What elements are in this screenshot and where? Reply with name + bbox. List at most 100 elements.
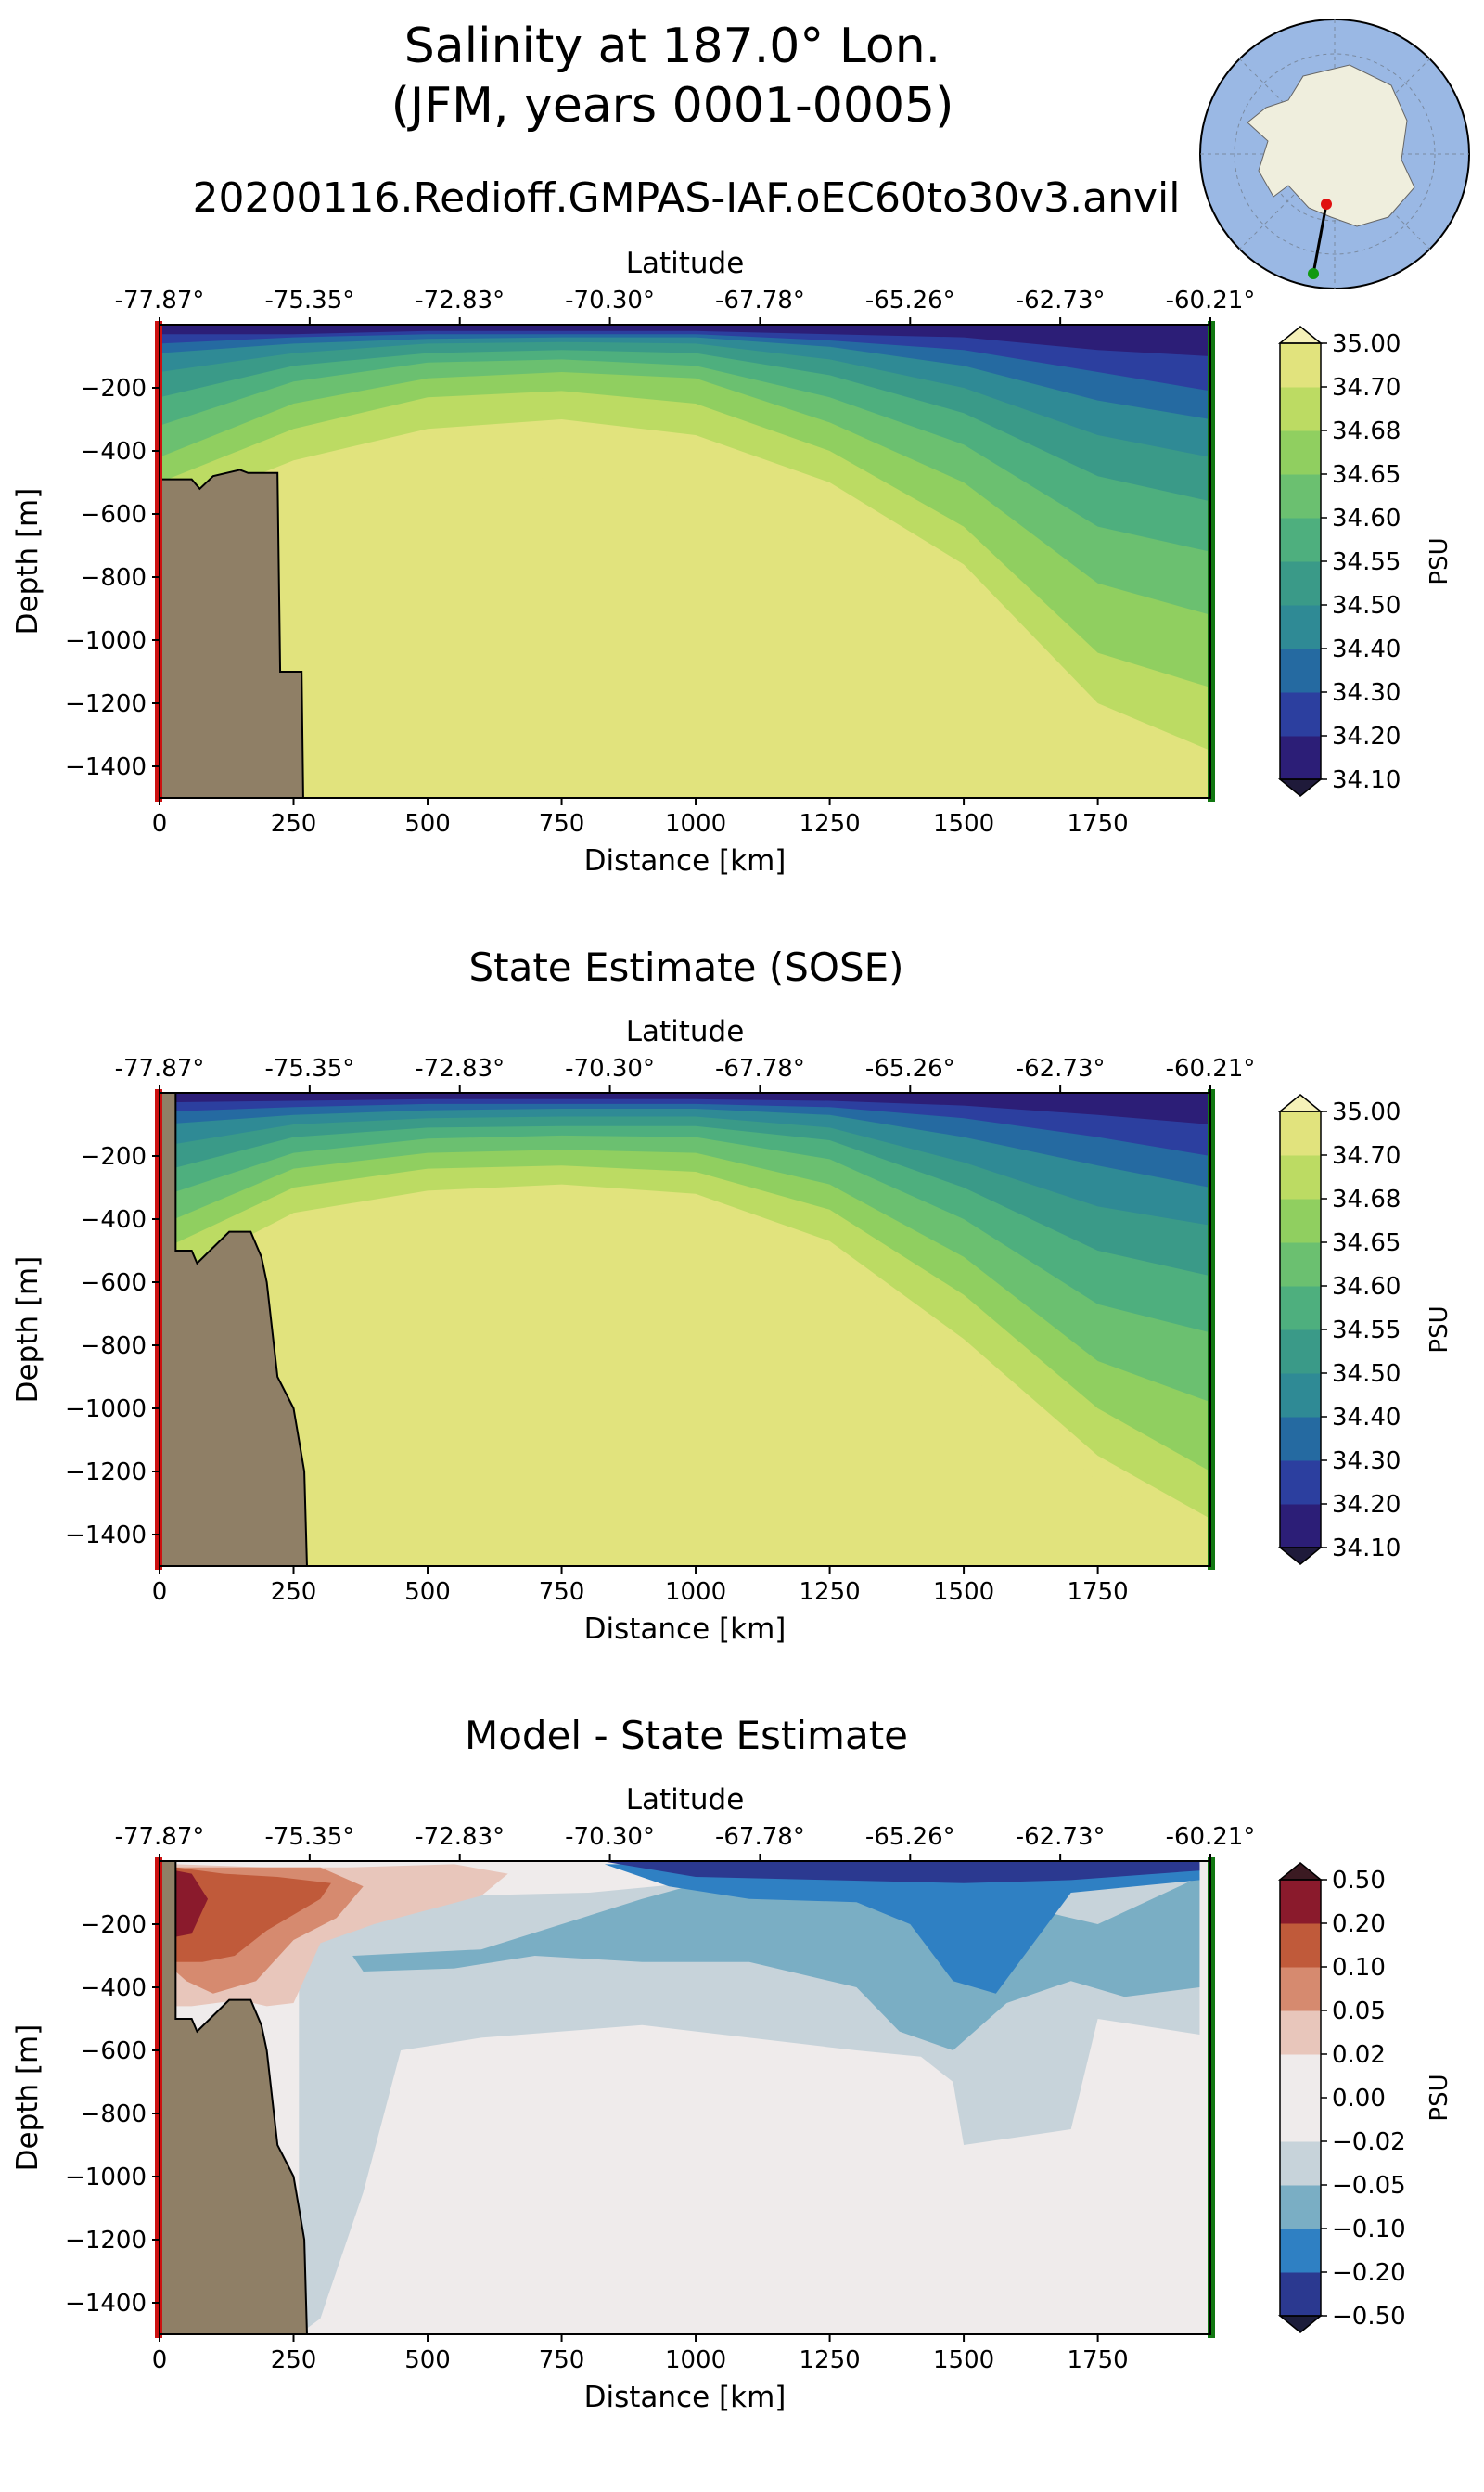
y-tick-label: −800 [81, 2100, 147, 2128]
colorbar-tick-label: 34.20 [1332, 723, 1401, 751]
colorbar-segment-2 [1280, 649, 1321, 693]
colorbar-segment-5 [1280, 2054, 1321, 2099]
colorbar-segment-0 [1280, 1504, 1321, 1548]
colorbar-tick-label: 34.55 [1332, 1317, 1401, 1344]
seafloor-land [160, 1093, 310, 1566]
lat-tick-label: -67.78° [715, 1055, 805, 1083]
antarctica-inset-map [1199, 19, 1470, 289]
run-name: 20200116.Redioff.GMPAS-IAF.oEC60to30v3.a… [192, 174, 1181, 222]
colorbar-segment-0 [1280, 736, 1321, 780]
plot-area [160, 1093, 1210, 1566]
x-tick-label: 750 [539, 2346, 585, 2374]
colorbar-tick-label: 34.40 [1332, 636, 1401, 663]
x-tick-label: 750 [539, 1578, 585, 1606]
x-tick-label: 1250 [799, 1578, 860, 1606]
colorbar-segment-9 [1280, 1880, 1321, 1924]
lat-tick-label: -67.78° [715, 287, 805, 315]
y-tick-label: −200 [81, 1911, 147, 1939]
lat-tick-label: -70.30° [565, 287, 655, 315]
x-tick-label: 1750 [1068, 1578, 1129, 1606]
anomaly-region-2 [604, 1864, 1200, 1994]
plot-frame [159, 324, 1211, 799]
x-tick-label: 1250 [799, 810, 860, 838]
colorbar-segment-4 [1280, 1329, 1321, 1374]
colorbar-segment-4 [1280, 561, 1321, 606]
x-tick-label: 250 [271, 1578, 317, 1606]
y-tick-label: −200 [81, 1143, 147, 1171]
colorbar-segment-6 [1280, 474, 1321, 519]
chart-sose-salinity: 0 250 500 750 1000 1250 1500 1750 Distance [km] −… [11, 1019, 1453, 1646]
panel-title-sose: State Estimate (SOSE) [468, 944, 904, 990]
colorbar-segment-3 [1280, 2141, 1321, 2186]
x-tick-label: 0 [152, 1578, 168, 1606]
panel-title-difference: Model - State Estimate [465, 1713, 908, 1758]
lat-axis-label: Latitude [626, 1019, 745, 1048]
colorbar-tick-label: 0.00 [1332, 2085, 1386, 2113]
colorbar-tick-label: 34.65 [1332, 461, 1401, 489]
salinity-band-1 [160, 1093, 1210, 1156]
lat-tick-label: -62.73° [1016, 287, 1106, 315]
x-tick-label: 1500 [933, 810, 994, 838]
lat-tick-label: -65.26° [865, 1823, 955, 1851]
colorbar-tick-label: 34.30 [1332, 1447, 1401, 1475]
colorbar-segment-2 [1280, 1417, 1321, 1461]
lat-tick-label: -70.30° [565, 1823, 655, 1851]
main-title-line1: Salinity at 187.0° Lon. [403, 19, 941, 74]
colorbar-segment-5 [1280, 1286, 1321, 1330]
colorbar-tick-label: −0.02 [1332, 2128, 1406, 2156]
anomaly-region-3 [604, 1861, 1200, 1883]
colorbar-label: PSU [1426, 537, 1453, 584]
lat-axis-label: Latitude [626, 250, 745, 280]
x-tick-label: 1250 [799, 2346, 860, 2374]
lat-tick-label: -75.35° [264, 1823, 354, 1851]
lat-tick-label: -75.35° [264, 287, 354, 315]
colorbar-label: PSU [1426, 1305, 1453, 1353]
colorbar-tick-label: 0.50 [1332, 1867, 1386, 1895]
x-tick-label: 0 [152, 2346, 168, 2374]
x-axis-label: Distance [km] [584, 2381, 787, 2414]
colorbar-over-arrow [1277, 326, 1324, 344]
colorbar-segment-4 [1280, 2098, 1321, 2142]
lat-tick-label: -70.30° [565, 1055, 655, 1083]
colorbar-tick-label: 34.68 [1332, 1186, 1401, 1214]
colorbar-segment-7 [1280, 1199, 1321, 1243]
colorbar-segment-1 [1280, 692, 1321, 737]
lat-tick-label: -62.73° [1016, 1055, 1106, 1083]
colorbar-tick-label: 34.55 [1332, 548, 1401, 576]
y-tick-label: −1400 [65, 753, 147, 781]
lat-tick-label: -60.21° [1166, 1823, 1256, 1851]
colorbar-segment-7 [1280, 430, 1321, 475]
x-axis-label: Distance [km] [584, 844, 787, 878]
lat-tick-label: -65.26° [865, 1055, 955, 1083]
y-tick-label: −200 [81, 375, 147, 403]
colorbar-tick-label: 34.50 [1332, 1360, 1401, 1388]
colorbar-tick-label: 34.60 [1332, 1273, 1401, 1301]
x-tick-label: 250 [271, 810, 317, 838]
colorbar-segment-0 [1280, 2272, 1321, 2317]
colorbar-tick-label: 0.02 [1332, 2041, 1386, 2069]
colorbar-tick-label: −0.05 [1332, 2172, 1406, 2200]
colorbar-segment-5 [1280, 518, 1321, 562]
x-tick-label: 250 [271, 2346, 317, 2374]
colorbar-segment-3 [1280, 605, 1321, 649]
y-tick-label: −400 [81, 1974, 147, 2002]
colorbar-label: PSU [1426, 2074, 1453, 2121]
lat-tick-label: -77.87° [115, 1055, 205, 1083]
colorbar-tick-label: 34.10 [1332, 1535, 1401, 1562]
y-tick-label: −600 [81, 501, 147, 529]
colorbar-under-arrow [1277, 1547, 1324, 1565]
lat-tick-label: -62.73° [1016, 1823, 1106, 1851]
y-tick-label: −800 [81, 564, 147, 592]
colorbar-segment-8 [1280, 387, 1321, 431]
map-antarctica [1247, 64, 1415, 227]
colorbar-tick-label: 0.05 [1332, 1997, 1386, 2025]
lat-tick-label: -72.83° [415, 287, 505, 315]
plot-area [160, 1861, 1210, 2334]
x-tick-label: 0 [152, 810, 168, 838]
salinity-band-0 [160, 1093, 1210, 1124]
y-tick-label: −1200 [65, 1458, 147, 1486]
colorbar-tick-label: 34.70 [1332, 1142, 1401, 1170]
colorbar-segment-6 [1280, 1242, 1321, 1287]
colorbar-tick-label: 34.30 [1332, 679, 1401, 707]
x-tick-label: 1750 [1068, 2346, 1129, 2374]
